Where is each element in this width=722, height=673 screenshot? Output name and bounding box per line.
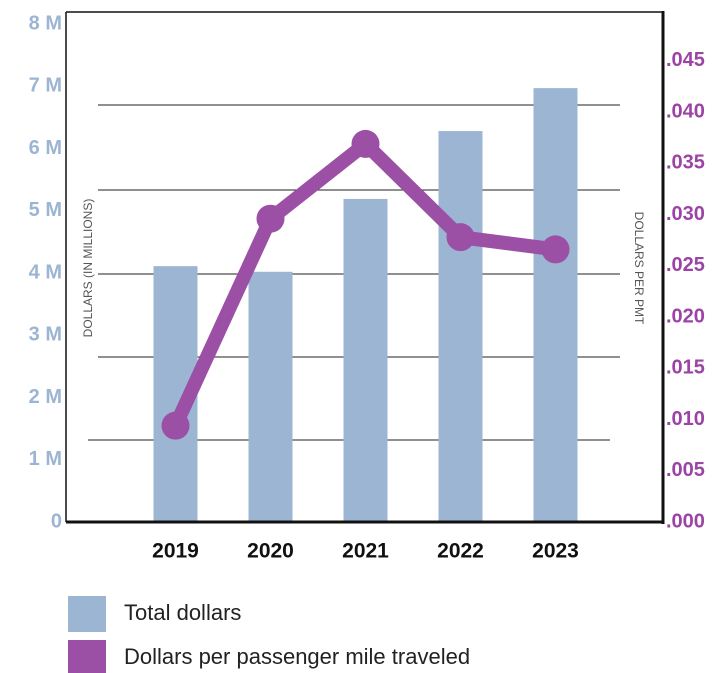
legend-swatch (68, 596, 106, 632)
y2-tick-label: .015 (666, 357, 705, 379)
bar (248, 271, 293, 522)
y-tick-label: 4 M (29, 261, 62, 283)
bar (343, 198, 388, 523)
y2-tick-label: .045 (666, 49, 705, 71)
bar (533, 88, 578, 523)
legend-swatch (68, 640, 106, 673)
line-marker (351, 129, 380, 158)
y-tick-label: 5 M (29, 199, 62, 221)
y-tick-label: 1 M (29, 448, 62, 470)
y-axis-title: DOLLARS (IN MILLIONS) (81, 199, 95, 338)
y2-tick-label: .000 (666, 510, 705, 532)
legend-label: Dollars per passenger mile traveled (124, 644, 470, 669)
y2-tick-label: .030 (666, 203, 705, 225)
y2-tick-label: .025 (666, 254, 705, 276)
y-tick-label: 2 M (29, 386, 62, 408)
y-tick-label: 8 M (29, 12, 62, 34)
legend-label: Total dollars (124, 600, 241, 625)
y2-tick-label: .020 (666, 305, 705, 327)
y2-axis-title: DOLLARS PER PMT (632, 212, 646, 325)
line-marker (446, 223, 475, 252)
line-marker (161, 411, 190, 440)
y2-tick-label: .035 (666, 152, 705, 174)
x-tick-label: 2021 (342, 540, 389, 563)
x-tick-label: 2020 (247, 540, 294, 563)
y-tick-label: 6 M (29, 137, 62, 159)
y-tick-label: 3 M (29, 324, 62, 346)
line-marker (541, 235, 570, 264)
y2-tick-label: .010 (666, 408, 705, 430)
x-tick-label: 2023 (532, 540, 579, 563)
line-marker (256, 204, 285, 233)
bar (438, 131, 483, 522)
y2-tick-label: .005 (666, 459, 705, 481)
y-tick-label: 0 (51, 510, 62, 532)
y2-tick-label: .040 (666, 100, 705, 122)
y-tick-label: 7 M (29, 75, 62, 97)
x-tick-label: 2019 (152, 540, 199, 563)
x-tick-label: 2022 (437, 540, 484, 563)
